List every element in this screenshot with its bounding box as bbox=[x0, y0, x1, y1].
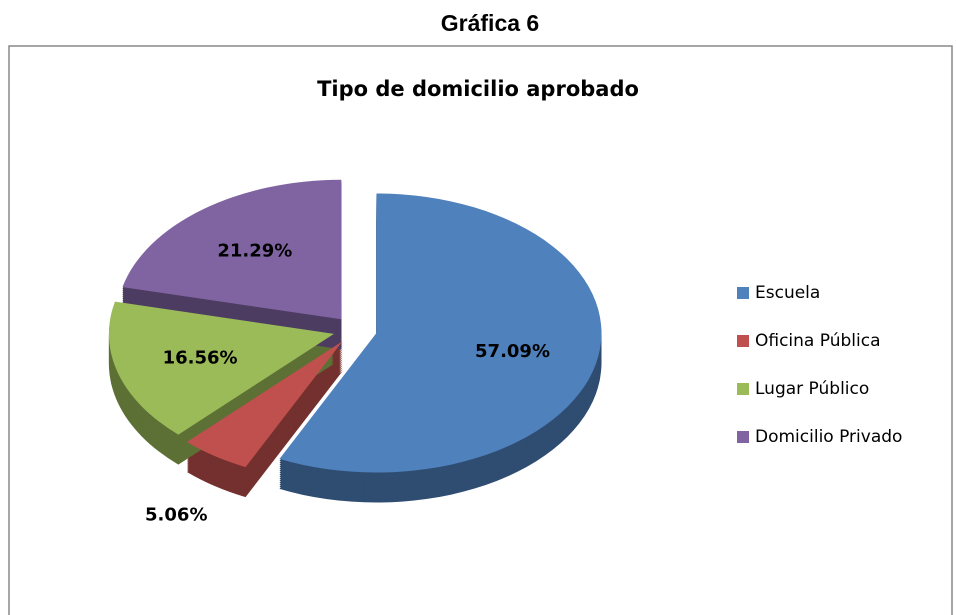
legend-label: Oficina Pública bbox=[755, 331, 880, 351]
legend-swatch bbox=[737, 383, 749, 395]
legend-swatch bbox=[737, 287, 749, 299]
chart-title: Tipo de domicilio aprobado bbox=[317, 77, 639, 101]
pie-slice bbox=[279, 193, 602, 473]
chart-border bbox=[8, 45, 953, 615]
pie-slice bbox=[108, 301, 334, 435]
legend-label: Lugar Público bbox=[755, 379, 869, 399]
data-label: 16.56% bbox=[163, 347, 238, 368]
page-heading: Gráfica 6 bbox=[441, 10, 539, 36]
pie-slice bbox=[186, 341, 343, 468]
data-label: 57.09% bbox=[475, 341, 550, 362]
legend-label: Domicilio Privado bbox=[755, 427, 902, 447]
legend-swatch bbox=[737, 335, 749, 347]
data-label: 21.29% bbox=[217, 240, 292, 261]
legend-label: Escuela bbox=[755, 283, 820, 303]
data-label: 5.06% bbox=[145, 504, 207, 525]
legend-swatch bbox=[737, 431, 749, 443]
pie-slice bbox=[122, 179, 342, 320]
